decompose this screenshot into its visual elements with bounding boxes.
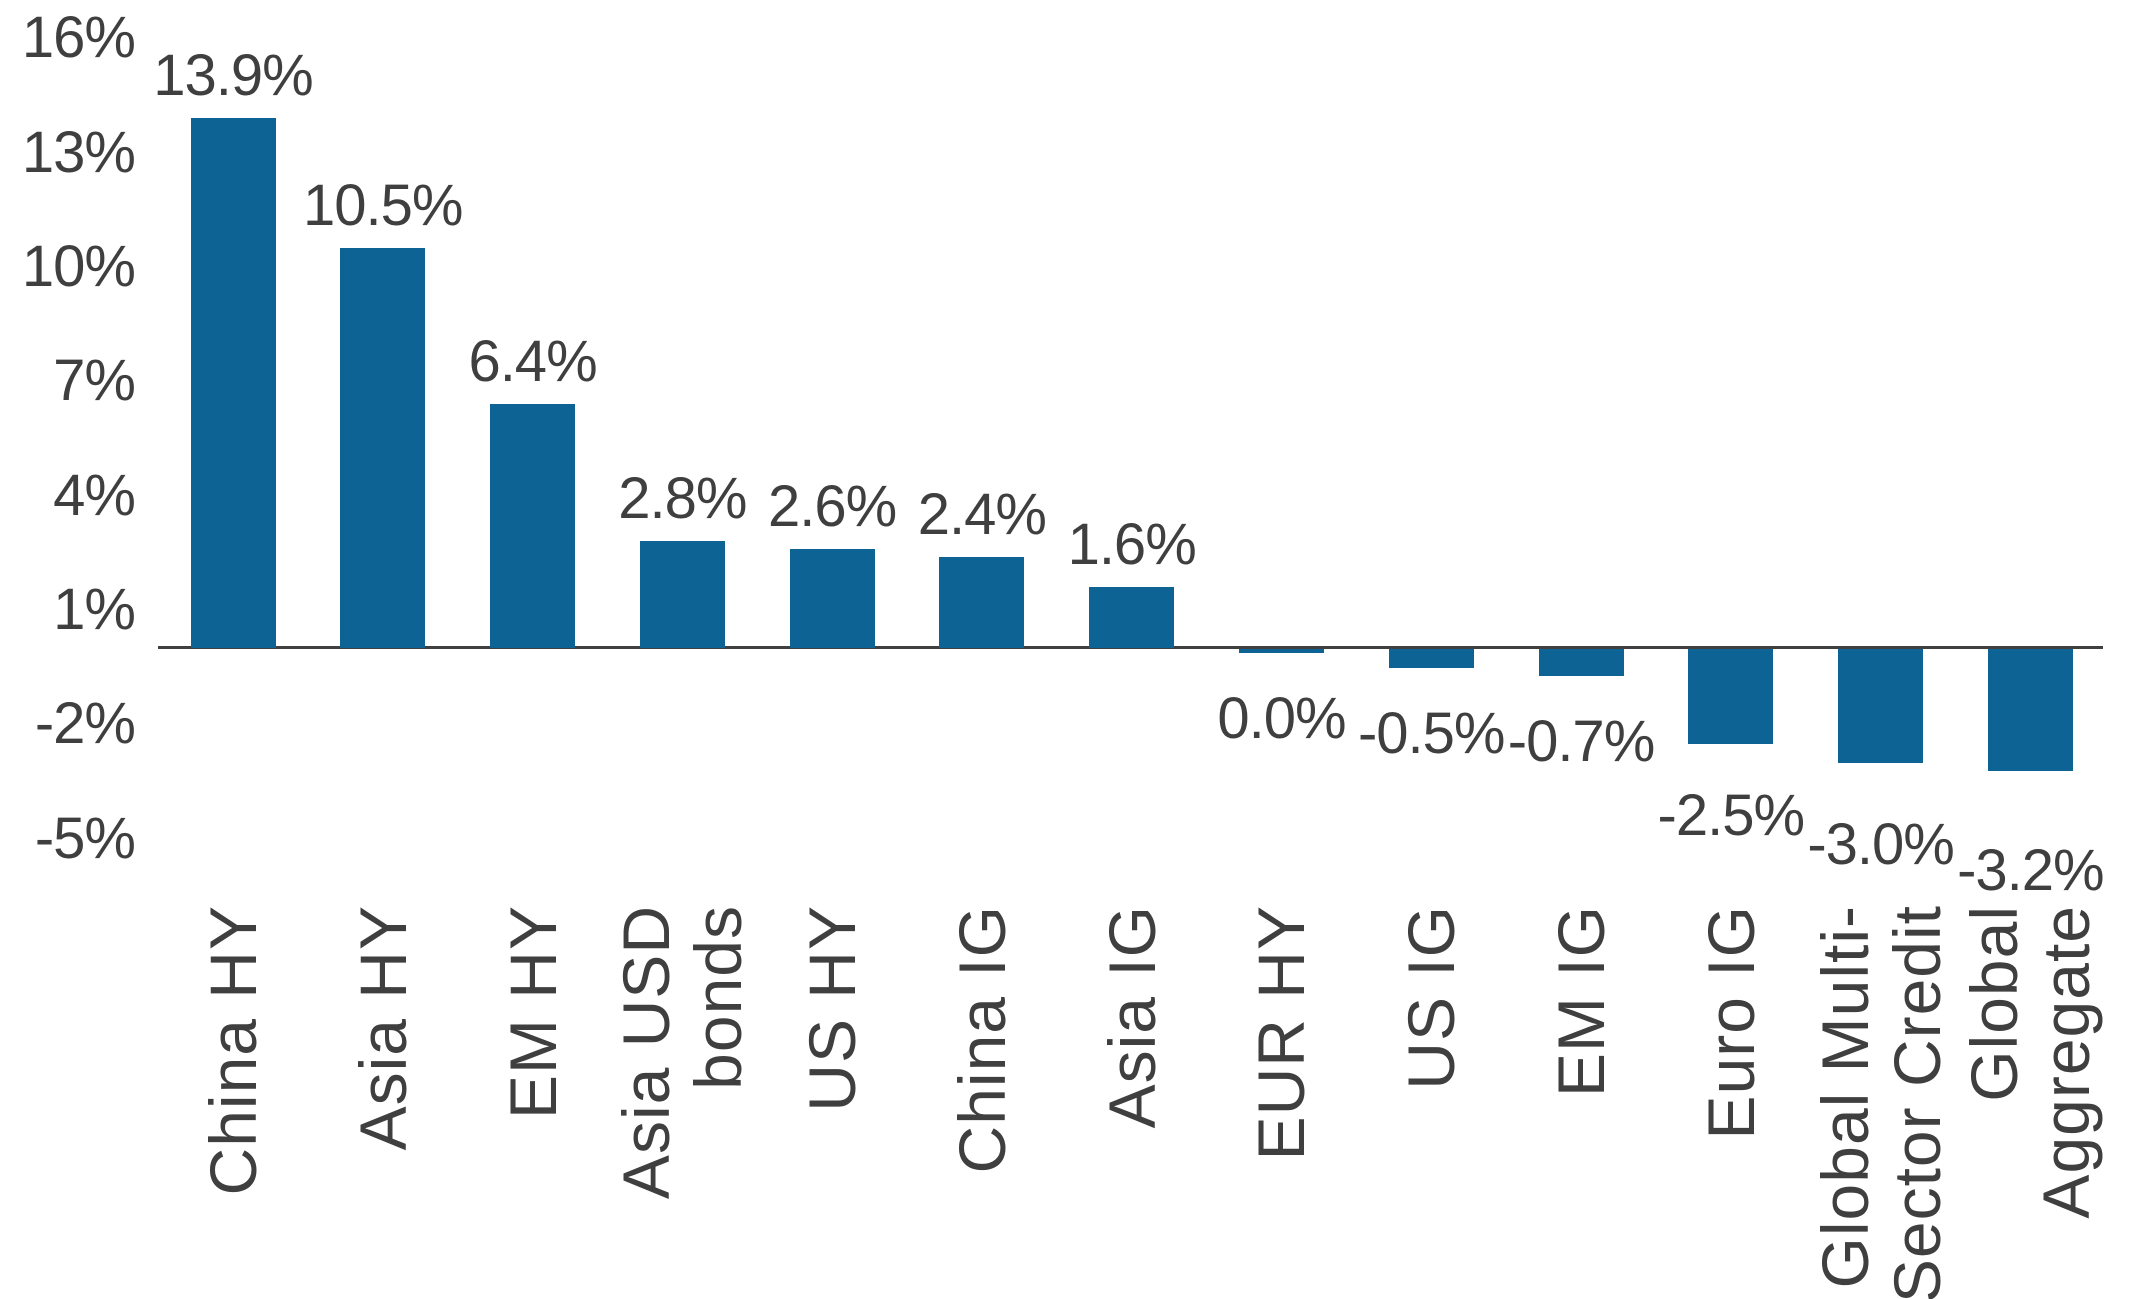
value-label-global-multi-sector-credit: -3.0%	[1807, 812, 1955, 878]
y-axis-tick-label: -2%	[34, 691, 136, 757]
x-axis-label-line: Asia USD	[609, 905, 684, 1200]
value-label-asia-ig: 1.6%	[1067, 512, 1197, 578]
y-axis-tick-label: 4%	[53, 462, 136, 528]
x-axis-label-us-hy: US HY	[795, 905, 870, 1112]
x-axis-label-eur-hy: EUR HY	[1244, 905, 1319, 1161]
bar-em-hy	[490, 404, 576, 648]
bar-china-hy	[190, 118, 276, 648]
x-axis-label-line: Sector Credit	[1879, 905, 1954, 1299]
value-label-global-aggregate: -3.2%	[1957, 837, 2105, 903]
x-axis-label-line: EUR HY	[1244, 905, 1319, 1161]
value-label-em-ig: -0.7%	[1507, 708, 1656, 774]
y-axis-tick-label: 7%	[53, 348, 136, 414]
x-axis-label-line: EM IG	[1544, 905, 1619, 1098]
y-axis-tick-label: 1%	[53, 576, 136, 642]
bar-asia-ig	[1089, 587, 1175, 648]
bar-euro-ig	[1688, 649, 1774, 745]
x-axis-label-line: Asia HY	[345, 905, 420, 1151]
value-label-euro-ig: -2.5%	[1657, 783, 1806, 849]
x-axis-label-line: China IG	[944, 905, 1019, 1174]
x-axis-label-line: Global	[1957, 905, 2032, 1102]
x-axis-label-euro-ig: Euro IG	[1693, 905, 1768, 1140]
x-axis-label-asia-usd-bonds: Asia USD bonds	[609, 905, 756, 1200]
bar-china-ig	[939, 556, 1025, 648]
bar-us-ig	[1388, 649, 1474, 669]
y-axis-tick-label: 16%	[21, 5, 136, 71]
x-axis-label-global-aggregate: Global Aggregate	[1957, 905, 2104, 1219]
bar-global-multi-sector-credit	[1838, 649, 1924, 764]
x-axis-label-line: EM HY	[495, 905, 570, 1120]
bar-asia-hy	[340, 247, 426, 648]
x-axis-label-asia-hy: Asia HY	[345, 905, 420, 1151]
x-axis-label-us-ig: US IG	[1394, 905, 1469, 1090]
bar-global-aggregate	[1987, 649, 2073, 771]
value-label-asia-hy: 10.5%	[303, 172, 463, 238]
x-axis-label-line: Euro IG	[1693, 905, 1768, 1140]
value-label-us-ig: -0.5%	[1357, 701, 1506, 767]
value-label-us-hy: 2.6%	[768, 473, 897, 539]
y-axis-tick-label: 10%	[21, 234, 136, 299]
x-axis-label-line: Global Multi-	[1807, 905, 1882, 1289]
x-axis-label-em-hy: EM HY	[495, 905, 570, 1120]
x-axis-label-line: bonds	[681, 905, 756, 1090]
x-axis-label-global-multi-sector-credit: Global Multi- Sector Credit	[1807, 905, 1954, 1299]
x-axis-label-china-ig: China IG	[944, 905, 1019, 1174]
bar-eur-hy	[1238, 649, 1324, 653]
x-axis-label-em-ig: EM IG	[1544, 905, 1619, 1098]
y-axis-tick-label: -5%	[34, 805, 136, 871]
x-axis-label-line: China HY	[196, 905, 270, 1196]
value-label-china-hy: 13.9%	[153, 43, 313, 109]
value-label-em-hy: 6.4%	[468, 329, 597, 395]
bar-us-hy	[789, 548, 875, 648]
x-axis-label-line: US IG	[1394, 905, 1469, 1090]
y-axis-tick-label: 13%	[21, 119, 136, 185]
value-label-china-ig: 2.4%	[917, 481, 1047, 547]
value-label-asia-usd-bonds: 2.8%	[618, 466, 747, 532]
value-label-eur-hy: 0.0%	[1217, 686, 1346, 751]
x-axis-label-asia-ig: Asia IG	[1094, 905, 1169, 1129]
x-axis-label-line: US HY	[795, 905, 870, 1112]
x-axis-label-line: Asia IG	[1094, 905, 1169, 1129]
bar-em-ig	[1538, 649, 1624, 676]
x-axis-label-line: Aggregate	[2029, 905, 2104, 1219]
bar-asia-usd-bonds	[639, 541, 725, 648]
x-axis-label-china-hy: China HY	[196, 905, 270, 1196]
